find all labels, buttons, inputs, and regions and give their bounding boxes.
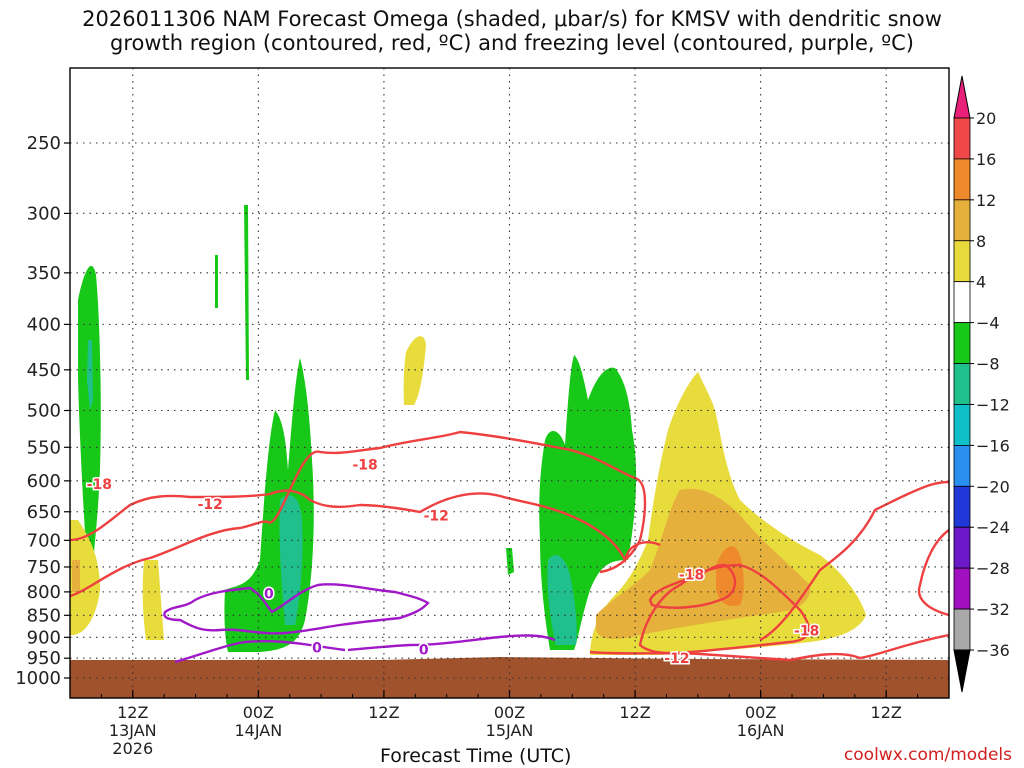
colorbar-label: −12: [976, 395, 1010, 414]
colorbar-bin: [953, 608, 971, 651]
omega-area-upward-2: [244, 205, 249, 380]
omega-area-downward-3: [403, 336, 426, 405]
dendritic-growth-contours: [69, 430, 950, 662]
colorbar-bottom-arrow: [953, 649, 971, 693]
omega-colorbar: 20 16 12 8 4 −4 −8 −12 −16 −20 −24 −28 −32 −36: [953, 75, 1010, 693]
x-tick-label: 14JAN: [234, 721, 282, 740]
y-tick-label: 350: [27, 263, 61, 284]
omega-area-upward-1: [78, 265, 101, 580]
x-tick-label: 12Z: [117, 703, 148, 722]
y-tick-label: 900: [27, 627, 61, 648]
colorbar-top-arrow: [953, 75, 971, 119]
y-tick-label: 750: [27, 557, 61, 578]
colorbar-bin: [953, 117, 971, 160]
x-tick-label: 12Z: [871, 703, 902, 722]
contour-labels: -18 -18 -12 -12 -18 -18 -12 0 0 0: [85, 456, 821, 669]
contour-east-edge-2: [917, 529, 950, 617]
contour-minus-12-east: [589, 633, 950, 662]
colorbar-label: −4: [976, 314, 1000, 333]
y-tick-label: 850: [27, 605, 61, 626]
y-tick-label: 250: [27, 133, 61, 154]
colorbar-label: −8: [976, 355, 1000, 374]
colorbar-label: −24: [976, 518, 1010, 537]
colorbar-label: 8: [976, 232, 986, 251]
contour-minus-18: [69, 430, 647, 598]
colorbar-bin: [953, 404, 971, 446]
x-tick-label: 16JAN: [737, 721, 785, 740]
contour-label: -18: [87, 477, 112, 493]
y-tick-label: 500: [27, 401, 61, 422]
omega-area-upward-5-core: [547, 555, 577, 645]
y-tick-label: 1000: [15, 668, 61, 689]
x-axis-title: Forecast Time (UTC): [380, 745, 572, 767]
colorbar-label: 4: [976, 273, 986, 292]
site-credit: coolwx.com/models: [843, 745, 1012, 765]
contour-label: 0: [264, 586, 274, 602]
colorbar-label: −20: [976, 477, 1010, 496]
contour-minus-12: [69, 489, 661, 564]
omega-area-upward-4-core: [279, 495, 303, 625]
omega-shading: [70, 205, 866, 655]
contour-east-edge: [759, 480, 950, 642]
omega-area-upward-3: [215, 255, 218, 308]
colorbar-label: −16: [976, 436, 1010, 455]
chart-title-line-1: 2026011306 NAM Forecast Omega (shaded, μ…: [82, 7, 942, 31]
x-tick-label: 12Z: [368, 703, 399, 722]
contour-label: -12: [664, 651, 689, 667]
colorbar-label: 16: [976, 150, 996, 169]
omega-area-upward-6: [506, 548, 514, 575]
omega-area-upward-1-core: [87, 340, 93, 410]
y-tick-label: 450: [27, 360, 61, 381]
omega-area-downward-4-core: [716, 546, 744, 607]
y-tick-label: 600: [27, 471, 61, 492]
colorbar-bin: [953, 526, 971, 569]
x-tick-label: 00Z: [745, 703, 776, 722]
colorbar-bin: [953, 199, 971, 242]
y-tick-label: 800: [27, 582, 61, 603]
omega-area-downward-1-core: [72, 560, 80, 592]
colorbar-bin: [953, 281, 971, 324]
pressure-axis-labels: 2503003504004505005506006507007508008509…: [15, 133, 70, 689]
colorbar-label: −28: [976, 559, 1010, 578]
freezing-level-contours: [163, 583, 556, 664]
colorbar-label: 12: [976, 191, 996, 210]
contour-label: -12: [198, 497, 223, 513]
y-tick-label: 300: [27, 203, 61, 224]
x-tick-label: 15JAN: [486, 721, 534, 740]
x-tick-label: 00Z: [243, 703, 274, 722]
y-tick-label: 400: [27, 314, 61, 335]
contour-label: 0: [312, 640, 322, 656]
x-tick-label: 13JAN: [109, 721, 157, 740]
chart-title-line-2: growth region (contoured, red, ºC) and f…: [110, 31, 914, 55]
y-tick-label: 700: [27, 530, 61, 551]
omega-area-downward-1: [70, 520, 100, 635]
contour-label: -18: [352, 457, 377, 473]
contour-label: 0: [419, 643, 429, 659]
contour-minus-18-east-outer: [638, 563, 810, 655]
colorbar-bin: [953, 158, 971, 201]
y-tick-label: 550: [27, 437, 61, 458]
colorbar-label: 20: [976, 109, 996, 128]
freezing-contour-0: [163, 583, 430, 635]
x-tick-label: 00Z: [494, 703, 525, 722]
colorbar-bin: [953, 322, 971, 364]
colorbar-bin: [953, 485, 971, 528]
freezing-contour-0-south: [174, 634, 556, 664]
colorbar-bin: [953, 240, 971, 283]
contour-label: -18: [679, 568, 704, 584]
colorbar-label: −32: [976, 600, 1010, 619]
colorbar-bin: [953, 567, 971, 610]
x-tick-label: 12Z: [619, 703, 650, 722]
y-tick-label: 650: [27, 502, 61, 523]
colorbar-bin: [953, 444, 971, 487]
contour-label: -18: [794, 623, 819, 639]
contour-label: -12: [424, 508, 449, 524]
y-tick-label: 950: [27, 648, 61, 669]
colorbar-bin: [953, 363, 971, 405]
colorbar-label: −36: [976, 641, 1010, 660]
omega-area-downward-2: [142, 560, 164, 640]
x-tick-label: 2026: [112, 739, 153, 758]
